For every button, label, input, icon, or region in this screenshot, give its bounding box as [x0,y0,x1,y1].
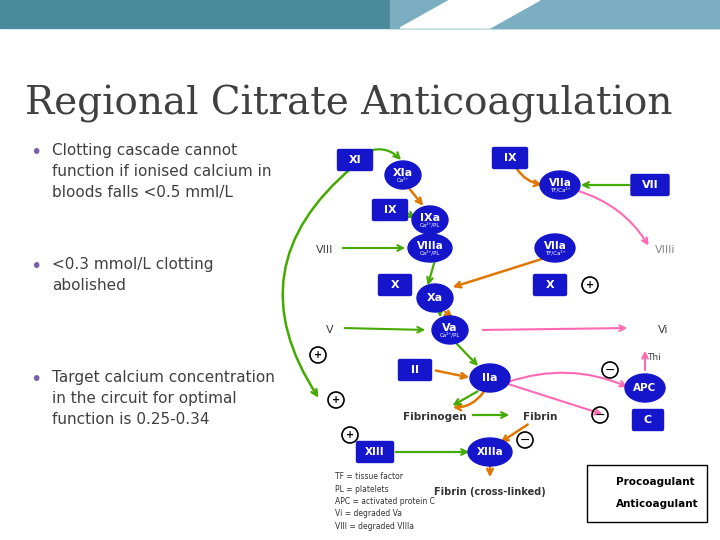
Text: VIIIa: VIIIa [417,241,444,251]
Text: XIII: XIII [365,447,384,457]
Text: Fibrin (cross-linked): Fibrin (cross-linked) [434,487,546,497]
Text: Vi: Vi [658,325,668,335]
Ellipse shape [535,234,575,262]
Text: Ca²⁺/PL: Ca²⁺/PL [420,222,440,228]
Ellipse shape [470,364,510,392]
FancyBboxPatch shape [631,174,669,195]
Text: +: + [332,395,340,405]
Text: VIIa: VIIa [549,178,572,188]
Text: Fibrinogen: Fibrinogen [403,412,467,422]
FancyBboxPatch shape [338,150,372,171]
Ellipse shape [625,374,665,402]
Text: APC: APC [634,383,657,393]
Text: Fibrin: Fibrin [523,412,557,422]
Text: Ca²⁺: Ca²⁺ [397,178,409,183]
Text: XIIIa: XIIIa [477,447,503,457]
FancyBboxPatch shape [372,199,408,220]
Text: −: − [520,434,530,447]
FancyBboxPatch shape [356,442,394,462]
Text: •: • [30,256,41,275]
Text: VII: VII [642,180,658,190]
Text: Va: Va [442,323,458,333]
Text: C: C [644,415,652,425]
Text: XI: XI [348,155,361,165]
Text: Clotting cascade cannot
function if ionised calcium in
bloods falls <0.5 mml/L: Clotting cascade cannot function if ioni… [52,143,271,200]
Ellipse shape [432,316,468,344]
Text: −: − [595,408,606,422]
Text: VIII: VIII [316,245,333,255]
Text: IIa: IIa [482,373,498,383]
Ellipse shape [417,284,453,312]
Text: +: + [600,477,608,487]
Text: Procoagulant: Procoagulant [616,477,695,487]
Text: <0.3 mmol/L clotting
abolished: <0.3 mmol/L clotting abolished [52,256,214,293]
Text: Regional Citrate Anticoagulation: Regional Citrate Anticoagulation [25,85,672,123]
Text: IXa: IXa [420,213,440,223]
FancyBboxPatch shape [492,147,528,168]
FancyBboxPatch shape [398,360,431,381]
Text: Thi: Thi [647,354,661,362]
Text: •: • [30,370,41,389]
Text: X: X [391,280,400,290]
Text: +: + [346,430,354,440]
Text: −: − [599,497,609,510]
Text: TF/Ca²⁺: TF/Ca²⁺ [545,250,565,256]
Text: •: • [30,143,41,162]
Text: X: X [546,280,554,290]
Ellipse shape [385,161,421,189]
Text: IX: IX [384,205,396,215]
Text: +: + [314,350,322,360]
FancyBboxPatch shape [534,274,567,295]
Text: Anticoagulant: Anticoagulant [616,499,698,509]
Text: +: + [586,280,594,290]
Text: Target calcium concentration
in the circuit for optimal
function is 0.25-0.34: Target calcium concentration in the circ… [52,370,275,427]
Text: XIa: XIa [393,168,413,178]
Text: Xa: Xa [427,293,443,303]
Ellipse shape [468,438,512,466]
Text: TF = tissue factor
PL = platelets
APC = activated protein C
Vi = degraded Va
VII: TF = tissue factor PL = platelets APC = … [335,472,435,531]
Text: Ca²⁺/PL: Ca²⁺/PL [420,250,440,256]
Text: −: − [605,363,616,376]
Polygon shape [400,0,540,28]
Ellipse shape [412,206,448,234]
Text: TF/Ca²⁺: TF/Ca²⁺ [550,187,570,193]
Ellipse shape [540,171,580,199]
Bar [0,0,720,28]
FancyBboxPatch shape [379,274,412,295]
Text: VIIa: VIIa [544,241,567,251]
FancyBboxPatch shape [632,409,664,430]
Text: V: V [326,325,334,335]
Ellipse shape [408,234,452,262]
Bar [390,0,720,28]
Text: VIIIi: VIIIi [655,245,675,255]
FancyBboxPatch shape [587,465,707,522]
Text: II: II [411,365,419,375]
Text: Ca²⁺/PL: Ca²⁺/PL [440,332,460,338]
Text: IX: IX [504,153,516,163]
